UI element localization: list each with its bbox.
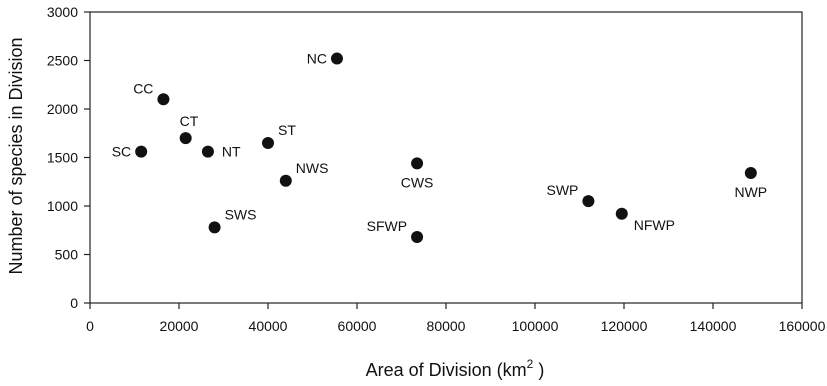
point-label: CC [133, 80, 153, 96]
x-axis-ticks: 0 20000 40000 60000 80000 100000 120000 140000 1… [86, 303, 826, 334]
data-point [582, 195, 595, 208]
data-point [157, 93, 170, 106]
data-point [201, 145, 214, 158]
point-label: NWS [296, 160, 329, 176]
x-tick-label: 120000 [601, 318, 648, 334]
point-label: SC [112, 144, 131, 160]
y-tick-label: 2000 [47, 101, 78, 117]
point-label: NWP [734, 184, 767, 200]
data-point [279, 174, 292, 187]
point-label: CT [180, 113, 199, 129]
x-axis-title-superscript: 2 [527, 357, 534, 371]
data-point [411, 157, 424, 170]
y-axis-title: Number of species in Division [6, 37, 26, 274]
data-point [208, 221, 221, 234]
point-label: NFWP [634, 217, 675, 233]
y-tick-label: 2500 [47, 53, 78, 69]
data-point [135, 145, 148, 158]
y-tick-label: 3000 [47, 4, 78, 20]
point-label: SWS [225, 206, 257, 222]
x-tick-label: 80000 [427, 318, 466, 334]
data-point [615, 207, 628, 220]
data-point [411, 231, 424, 244]
point-label: NT [222, 144, 241, 160]
axes [89, 11, 803, 304]
data-point [744, 167, 757, 180]
x-axis-title-text: Area of Division (km [366, 360, 527, 380]
x-tick-label: 140000 [690, 318, 737, 334]
x-tick-label: 100000 [512, 318, 559, 334]
point-label: NC [307, 51, 327, 67]
data-point [330, 52, 343, 65]
x-tick-label: 160000 [779, 318, 826, 334]
y-tick-label: 500 [55, 247, 79, 263]
data-points: NC CC CT SC NT ST CWS NWS NWP SWP NFWP SWS SFWP [112, 51, 767, 244]
x-axis-title: Area of Division (km2 ) [366, 357, 545, 380]
point-label: SFWP [367, 218, 407, 234]
x-tick-label: 20000 [160, 318, 199, 334]
x-tick-label: 60000 [338, 318, 377, 334]
y-tick-label: 1500 [47, 150, 78, 166]
y-tick-label: 1000 [47, 198, 78, 214]
data-point [262, 136, 274, 149]
data-point [179, 132, 192, 145]
point-label: ST [278, 122, 296, 138]
x-axis-title-suffix: ) [533, 360, 544, 380]
point-label: CWS [401, 174, 434, 190]
y-axis-ticks: 0 500 1000 1500 2000 2500 3000 [47, 4, 90, 311]
y-tick-label: 0 [70, 295, 78, 311]
x-tick-label: 0 [86, 318, 94, 334]
x-tick-label: 40000 [249, 318, 288, 334]
point-label: SWP [547, 182, 579, 198]
plot-frame [89, 11, 803, 304]
